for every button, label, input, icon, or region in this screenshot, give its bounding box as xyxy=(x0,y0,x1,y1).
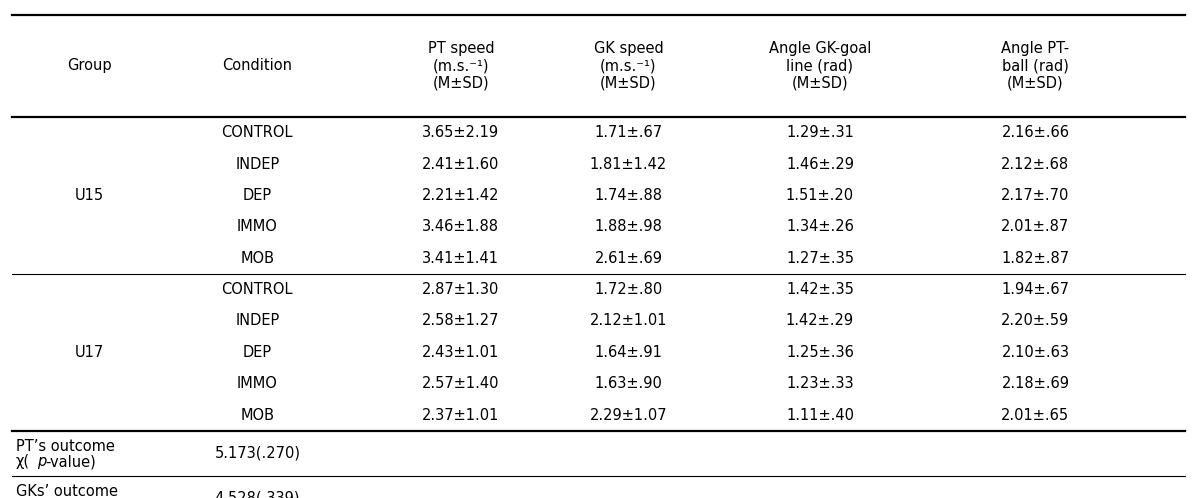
Text: 2.10±.63: 2.10±.63 xyxy=(1002,345,1069,360)
Text: 2.12±.68: 2.12±.68 xyxy=(1002,156,1069,172)
Text: 2.57±1.40: 2.57±1.40 xyxy=(423,376,499,391)
Text: MOB: MOB xyxy=(241,250,274,266)
Text: Group: Group xyxy=(67,58,113,74)
Text: 1.88±.98: 1.88±.98 xyxy=(595,219,662,235)
Text: CONTROL: CONTROL xyxy=(221,282,293,297)
Text: 2.58±1.27: 2.58±1.27 xyxy=(423,313,499,329)
Text: 2.43±1.01: 2.43±1.01 xyxy=(423,345,499,360)
Text: IMMO: IMMO xyxy=(237,376,278,391)
Text: 1.42±.29: 1.42±.29 xyxy=(786,313,853,329)
Text: 1.42±.35: 1.42±.35 xyxy=(786,282,853,297)
Text: GKs’ outcome: GKs’ outcome xyxy=(16,484,117,498)
Text: 2.17±.70: 2.17±.70 xyxy=(1001,188,1070,203)
Text: 1.23±.33: 1.23±.33 xyxy=(786,376,853,391)
Text: 1.25±.36: 1.25±.36 xyxy=(786,345,853,360)
Text: 1.11±.40: 1.11±.40 xyxy=(786,407,853,423)
Text: 4.528(.339): 4.528(.339) xyxy=(214,491,300,498)
Text: DEP: DEP xyxy=(243,345,272,360)
Text: U15: U15 xyxy=(75,188,104,203)
Text: 1.94±.67: 1.94±.67 xyxy=(1002,282,1069,297)
Text: 2.41±1.60: 2.41±1.60 xyxy=(423,156,499,172)
Text: 1.71±.67: 1.71±.67 xyxy=(595,125,662,140)
Text: 2.18±.69: 2.18±.69 xyxy=(1002,376,1069,391)
Text: DEP: DEP xyxy=(243,188,272,203)
Text: 2.87±1.30: 2.87±1.30 xyxy=(423,282,499,297)
Text: 2.16±.66: 2.16±.66 xyxy=(1002,125,1069,140)
Text: 3.41±1.41: 3.41±1.41 xyxy=(423,250,499,266)
Text: GK speed
(m.s.⁻¹)
(M±SD): GK speed (m.s.⁻¹) (M±SD) xyxy=(594,41,663,91)
Text: 2.29±1.07: 2.29±1.07 xyxy=(590,407,667,423)
Text: CONTROL: CONTROL xyxy=(221,125,293,140)
Text: PT speed
(m.s.⁻¹)
(M±SD): PT speed (m.s.⁻¹) (M±SD) xyxy=(427,41,494,91)
Text: 3.46±1.88: 3.46±1.88 xyxy=(423,219,499,235)
Text: -value): -value) xyxy=(45,455,96,470)
Text: 3.65±2.19: 3.65±2.19 xyxy=(423,125,499,140)
Text: 5.173(.270): 5.173(.270) xyxy=(214,446,300,461)
Text: 2.61±.69: 2.61±.69 xyxy=(595,250,662,266)
Text: 1.82±.87: 1.82±.87 xyxy=(1002,250,1069,266)
Text: INDEP: INDEP xyxy=(236,156,279,172)
Text: Angle PT-
ball (rad)
(M±SD): Angle PT- ball (rad) (M±SD) xyxy=(1002,41,1069,91)
Text: χ(: χ( xyxy=(16,455,30,470)
Text: 1.81±1.42: 1.81±1.42 xyxy=(590,156,667,172)
Text: 2.20±.59: 2.20±.59 xyxy=(1001,313,1070,329)
Text: 1.27±.35: 1.27±.35 xyxy=(786,250,853,266)
Text: 2.01±.65: 2.01±.65 xyxy=(1002,407,1069,423)
Text: 1.46±.29: 1.46±.29 xyxy=(786,156,853,172)
Text: 1.63±.90: 1.63±.90 xyxy=(595,376,662,391)
Text: 1.74±.88: 1.74±.88 xyxy=(595,188,662,203)
Text: Condition: Condition xyxy=(223,58,292,74)
Text: 1.72±.80: 1.72±.80 xyxy=(594,282,663,297)
Text: 1.64±.91: 1.64±.91 xyxy=(595,345,662,360)
Text: 2.01±.87: 2.01±.87 xyxy=(1001,219,1070,235)
Text: IMMO: IMMO xyxy=(237,219,278,235)
Text: p: p xyxy=(37,455,47,470)
Text: 1.34±.26: 1.34±.26 xyxy=(786,219,853,235)
Text: 1.51±.20: 1.51±.20 xyxy=(786,188,853,203)
Text: MOB: MOB xyxy=(241,407,274,423)
Text: U17: U17 xyxy=(75,345,104,360)
Text: Angle GK-goal
line (rad)
(M±SD): Angle GK-goal line (rad) (M±SD) xyxy=(768,41,871,91)
Text: 1.29±.31: 1.29±.31 xyxy=(786,125,853,140)
Text: 2.12±1.01: 2.12±1.01 xyxy=(590,313,667,329)
Text: INDEP: INDEP xyxy=(236,313,279,329)
Text: 2.37±1.01: 2.37±1.01 xyxy=(423,407,499,423)
Text: PT’s outcome: PT’s outcome xyxy=(16,439,115,454)
Text: 2.21±1.42: 2.21±1.42 xyxy=(423,188,499,203)
